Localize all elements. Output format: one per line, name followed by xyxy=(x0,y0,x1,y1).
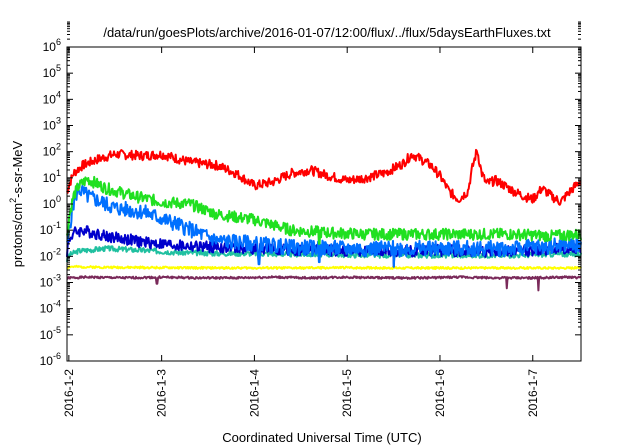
y-tick-label: 10-3 xyxy=(40,273,61,290)
y-tick-label: 104 xyxy=(43,89,61,106)
y-tick-label: 10-5 xyxy=(40,325,61,342)
y-tick-label: 103 xyxy=(43,116,61,133)
y-tick-label: 10-6 xyxy=(40,351,61,368)
y-tick-label: 105 xyxy=(43,63,61,80)
series-line-1 xyxy=(66,275,582,292)
series-line-2 xyxy=(66,264,582,270)
y-axis-title-superscript: 2 xyxy=(8,198,18,203)
plot-frame xyxy=(66,46,582,362)
y-tick-label: 101 xyxy=(43,168,61,185)
x-tick-label: 2016-1-5 xyxy=(340,369,354,417)
y-tick-label: 10-2 xyxy=(40,246,61,263)
x-axis-title: Coordinated Universal Time (UTC) xyxy=(222,430,421,445)
x-tick-label: 2016-1-6 xyxy=(433,369,447,417)
x-tick-label: 2016-1-7 xyxy=(526,369,540,417)
series-line-5 xyxy=(66,183,582,268)
series-layer xyxy=(66,148,582,292)
x-tick-label: 2016-1-2 xyxy=(62,369,76,417)
chart-title: /data/run/goesPlots/archive/2016-01-07/1… xyxy=(103,25,551,40)
y-axis-title: protons/cm2-s-sr-MeV xyxy=(8,140,25,267)
series-line-6 xyxy=(66,175,582,245)
x-tick-label: 2016-1-4 xyxy=(247,369,261,417)
y-tick-label: 10-1 xyxy=(40,220,61,237)
y-tick-label: 102 xyxy=(43,142,61,159)
y-axis: 106 105 104 103 102 101 100 10-1 10-2 10-3 10-4 10-… xyxy=(40,21,581,368)
x-axis: 2016-1-2 2016-1-3 2016-1-4 2016-1-5 2016-1-6… xyxy=(62,47,540,417)
series-line-7 xyxy=(66,148,582,206)
y-tick-label: 10-4 xyxy=(40,299,61,316)
x-tick-label: 2016-1-3 xyxy=(155,369,169,417)
y-axis-title-suffix: -s-sr-MeV xyxy=(10,140,25,197)
y-tick-label: 100 xyxy=(43,194,61,211)
y-tick-label: 106 xyxy=(43,37,61,54)
y-axis-title-prefix: protons/cm xyxy=(10,203,25,267)
